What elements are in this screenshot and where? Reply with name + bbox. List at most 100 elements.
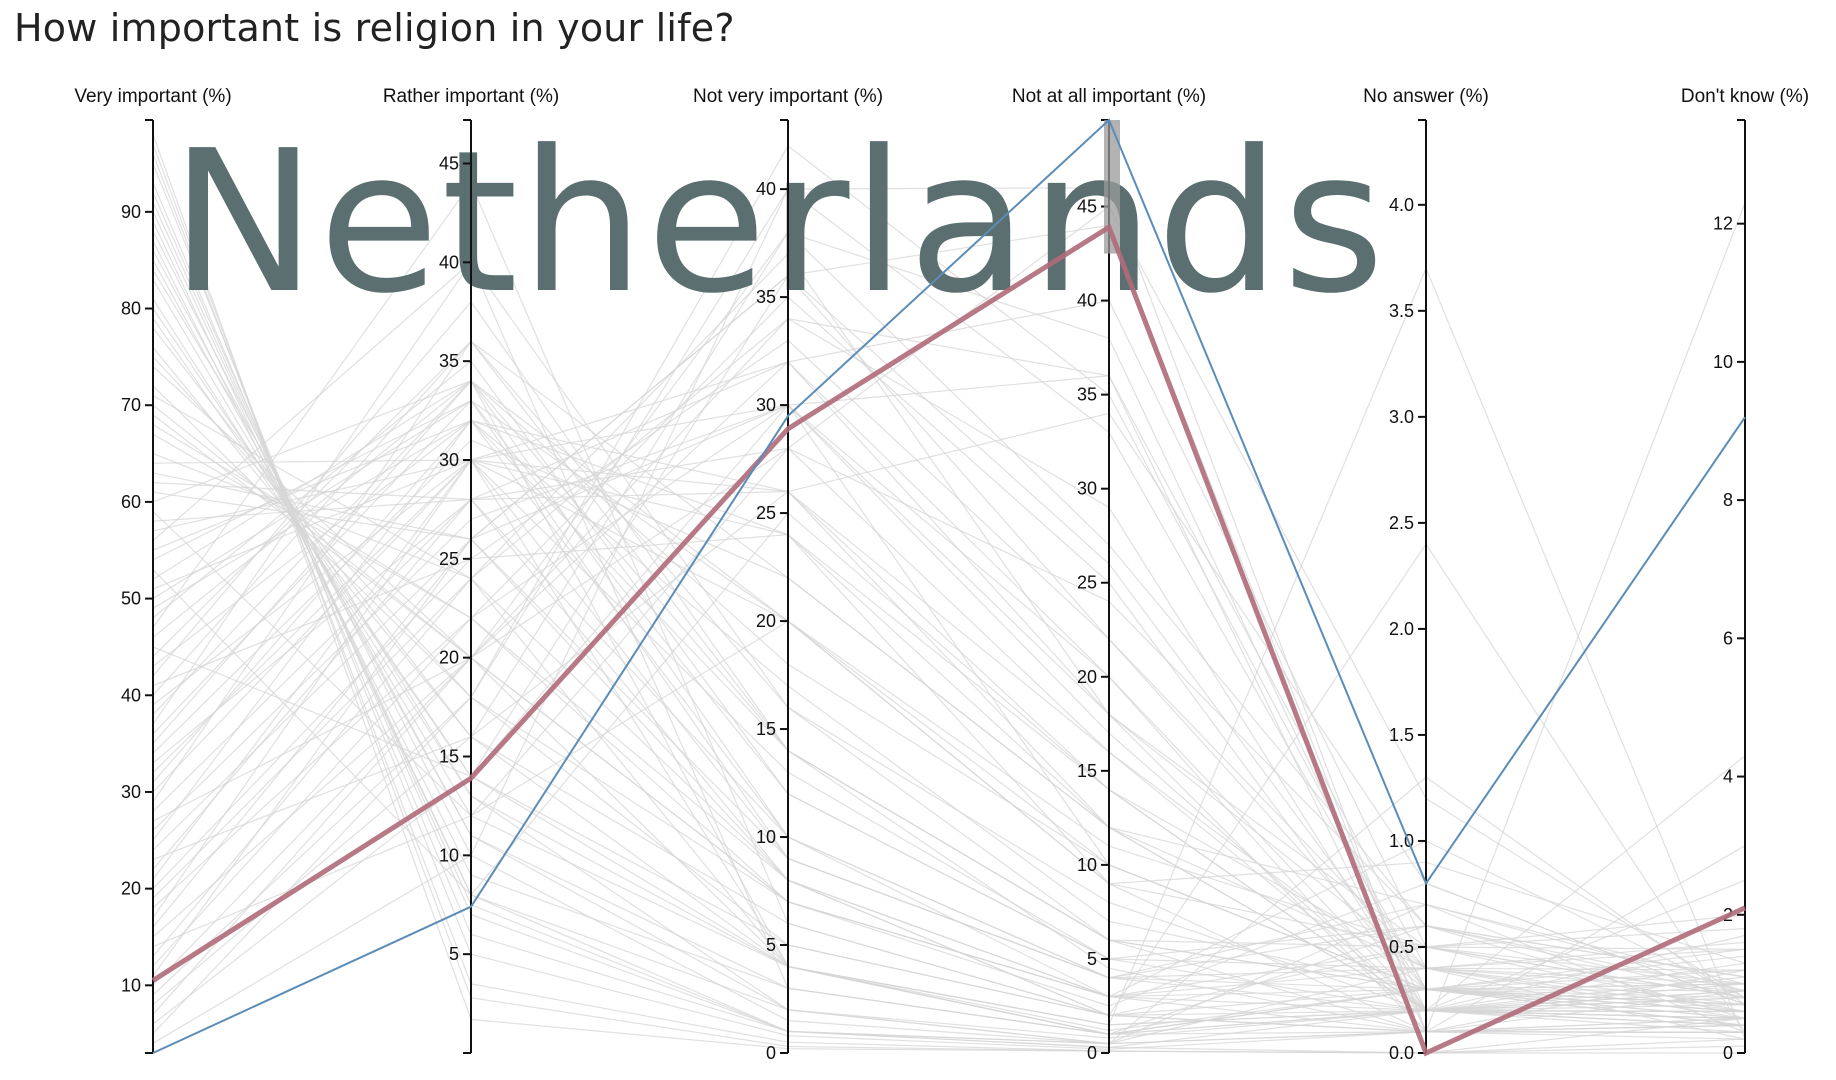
tick-label: 4.0 [1389, 195, 1414, 215]
tick-label: 5 [1087, 949, 1097, 969]
background-lines [152, 134, 1746, 1054]
country-line [152, 300, 1746, 948]
country-line [152, 459, 1746, 985]
country-line [152, 318, 1746, 1033]
axis-title[interactable]: Not at all important (%) [1012, 86, 1206, 107]
tick-label: 15 [439, 746, 459, 766]
tick-label: 45 [1077, 197, 1097, 217]
country-line [152, 380, 1746, 991]
country-line [152, 274, 1746, 1019]
country-line [152, 340, 1746, 992]
brushes[interactable] [1104, 120, 1120, 254]
country-line [152, 279, 1746, 1035]
tick-label: 4 [1723, 767, 1733, 787]
country-line [152, 224, 1746, 1033]
tick-label: 6 [1723, 628, 1733, 648]
country-line [152, 296, 1746, 1012]
country-line [152, 211, 1746, 1049]
axis-title[interactable]: No answer (%) [1363, 86, 1489, 107]
country-line [152, 269, 1746, 1045]
tick-label: 30 [121, 782, 141, 802]
country-line [152, 404, 1746, 991]
highlighted-lines [151, 118, 1747, 1057]
tick-label: 40 [756, 179, 776, 199]
tick-label: 0.0 [1389, 1043, 1414, 1063]
tick-label: 2.5 [1389, 513, 1414, 533]
country-line [152, 459, 1746, 1013]
tick-label: 20 [756, 611, 776, 631]
axes: Very important (%)102030405060708090Rath… [74, 86, 1809, 1063]
country-line [152, 231, 1746, 992]
tick-label: 50 [121, 589, 141, 609]
axis-brush-selection[interactable] [1104, 120, 1120, 254]
country-line [152, 472, 1746, 1012]
axis-title[interactable]: Not very important (%) [693, 86, 883, 107]
axis-notall: Not at all important (%) 0 5 10 15 20 25 30 35 40… [1012, 86, 1206, 1063]
axis-title[interactable]: Rather important (%) [383, 86, 559, 107]
country-line [152, 261, 1746, 1013]
country-line [152, 459, 1746, 1012]
country-line [152, 419, 1746, 999]
axis-title[interactable]: Don't know (%) [1681, 86, 1809, 107]
tick-label: 3.0 [1389, 407, 1414, 427]
tick-label: 40 [121, 685, 141, 705]
tick-label: 10 [756, 827, 776, 847]
country-line [152, 534, 1746, 964]
country-line [152, 399, 1746, 950]
tick-label: 15 [756, 719, 776, 739]
country-line [152, 394, 1746, 1035]
country-line [152, 404, 1746, 1012]
tick-label: 45 [439, 153, 459, 173]
country-line [152, 327, 1746, 1026]
tick-label: 20 [121, 879, 141, 899]
axis-noans: No answer (%) 0.0 0.5 1.0 1.5 2.0 2.5 3.0 3.5 4.0 [1363, 86, 1489, 1063]
tick-label: 0 [1723, 1043, 1733, 1063]
tick-label: 60 [121, 492, 141, 512]
tick-label: 25 [439, 549, 459, 569]
comparison-line [152, 118, 1746, 1054]
axis-rather: Rather important (%) 5 10 15 20 25 30 35 40 45 [383, 86, 559, 1054]
country-line [152, 252, 1746, 969]
country-line [152, 360, 1746, 999]
country-line [152, 447, 1746, 991]
tick-label: 12 [1713, 214, 1733, 234]
country-line [152, 340, 1746, 1012]
country-line [152, 380, 1746, 992]
country-line [152, 361, 1746, 1033]
tick-label: 8 [1723, 490, 1733, 510]
country-line [152, 261, 1746, 1035]
tick-label: 25 [1077, 573, 1097, 593]
country-line [152, 482, 1746, 1033]
tick-label: 90 [121, 202, 141, 222]
country-line [152, 380, 1746, 1006]
country-line [152, 414, 1746, 1007]
country-line [152, 317, 1746, 1012]
tick-label: 35 [756, 287, 776, 307]
tick-label: 70 [121, 395, 141, 415]
country-line [152, 366, 1746, 1032]
country-line [152, 375, 1746, 969]
tick-label: 10 [1713, 352, 1733, 372]
tick-label: 80 [121, 299, 141, 319]
tick-label: 0 [1087, 1043, 1097, 1063]
tick-label: 5 [766, 935, 776, 955]
page-title: How important is religion in your life? [14, 6, 735, 50]
country-line [152, 419, 1746, 1012]
country-line [152, 399, 1746, 985]
country-line [152, 143, 1746, 1054]
tick-label: 1.0 [1389, 831, 1414, 851]
tick-label: 1.5 [1389, 725, 1414, 745]
tick-label: 10 [121, 975, 141, 995]
tick-label: 20 [1077, 667, 1097, 687]
country-line [152, 202, 1746, 1033]
country-line [152, 299, 1746, 1015]
country-line [152, 230, 1746, 1045]
tick-label: 30 [756, 395, 776, 415]
tick-label: 0.5 [1389, 937, 1414, 957]
country-line [152, 192, 1746, 1045]
tick-label: 3.5 [1389, 301, 1414, 321]
tick-label: 25 [756, 503, 776, 523]
axis-title[interactable]: Very important (%) [74, 86, 231, 107]
